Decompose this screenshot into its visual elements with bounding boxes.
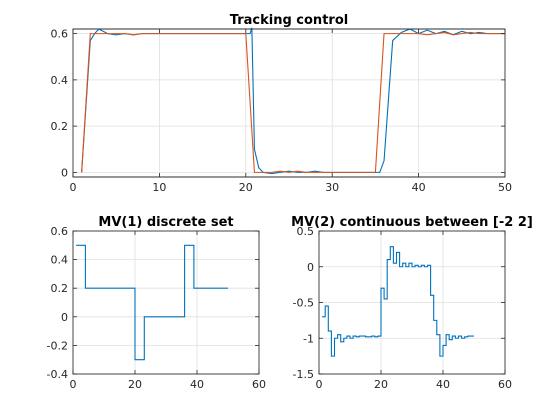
plot-area [72, 230, 260, 375]
y-tick-label: -0.4 [47, 368, 68, 381]
axes-box [72, 28, 506, 178]
chart-root: 0 10 20 30 40 50 0 0.2 0.4 0.6 Tracking control 0 20… [47, 13, 533, 391]
series-line-2 [81, 31, 505, 173]
x-tick-label: 60 [252, 378, 266, 391]
x-tick-label: 20 [239, 181, 253, 194]
x-tick-label: 30 [325, 181, 339, 194]
chart-1: 0 10 20 30 40 50 0 0.2 0.4 0.6 Tracking control [51, 13, 513, 194]
y-tick-label: -0.5 [293, 297, 314, 310]
chart-title: Tracking control [230, 13, 348, 28]
series-line-1 [322, 246, 474, 357]
y-tick-label: 0.4 [51, 74, 69, 87]
y-tick-label: 0 [61, 311, 68, 324]
x-tick-label: 40 [412, 181, 426, 194]
axes-box [72, 230, 260, 375]
chart-3: 0 20 40 60 -1.5 -1 -0.5 0 0.5MV(2) continuous be… [291, 215, 533, 391]
chart-title: MV(2) continuous between [-2 2] [291, 215, 533, 230]
series-line-1 [76, 244, 228, 361]
x-tick-label: 60 [498, 378, 512, 391]
y-tick-label: 0.4 [51, 254, 69, 267]
x-tick-label: 0 [316, 378, 323, 391]
x-tick-label: 0 [70, 378, 77, 391]
x-tick-label: 50 [498, 181, 512, 194]
y-tick-label: 0.6 [51, 225, 69, 238]
y-tick-label: 0 [307, 261, 314, 274]
y-tick-label: 0.2 [51, 282, 69, 295]
x-tick-label: 20 [128, 378, 142, 391]
plot-area [72, 28, 506, 178]
x-tick-label: 40 [436, 378, 450, 391]
x-tick-label: 40 [190, 378, 204, 391]
y-tick-label: 0 [61, 166, 68, 179]
y-tick-label: 0.6 [51, 28, 69, 41]
x-tick-label: 20 [374, 378, 388, 391]
chart-2: 0 20 40 60 -0.4 -0.2 0 0.2 0.4 0.6 MV(1) discrete … [47, 215, 266, 391]
x-tick-label: 0 [70, 181, 77, 194]
x-tick-label: 10 [152, 181, 166, 194]
y-tick-label: 0.2 [51, 120, 69, 133]
chart-title: MV(1) discrete set [98, 215, 233, 230]
y-tick-label: 0.5 [297, 225, 315, 238]
y-tick-label: -1 [303, 332, 314, 345]
y-tick-label: -1.5 [293, 368, 314, 381]
y-tick-label: -0.2 [47, 339, 68, 352]
